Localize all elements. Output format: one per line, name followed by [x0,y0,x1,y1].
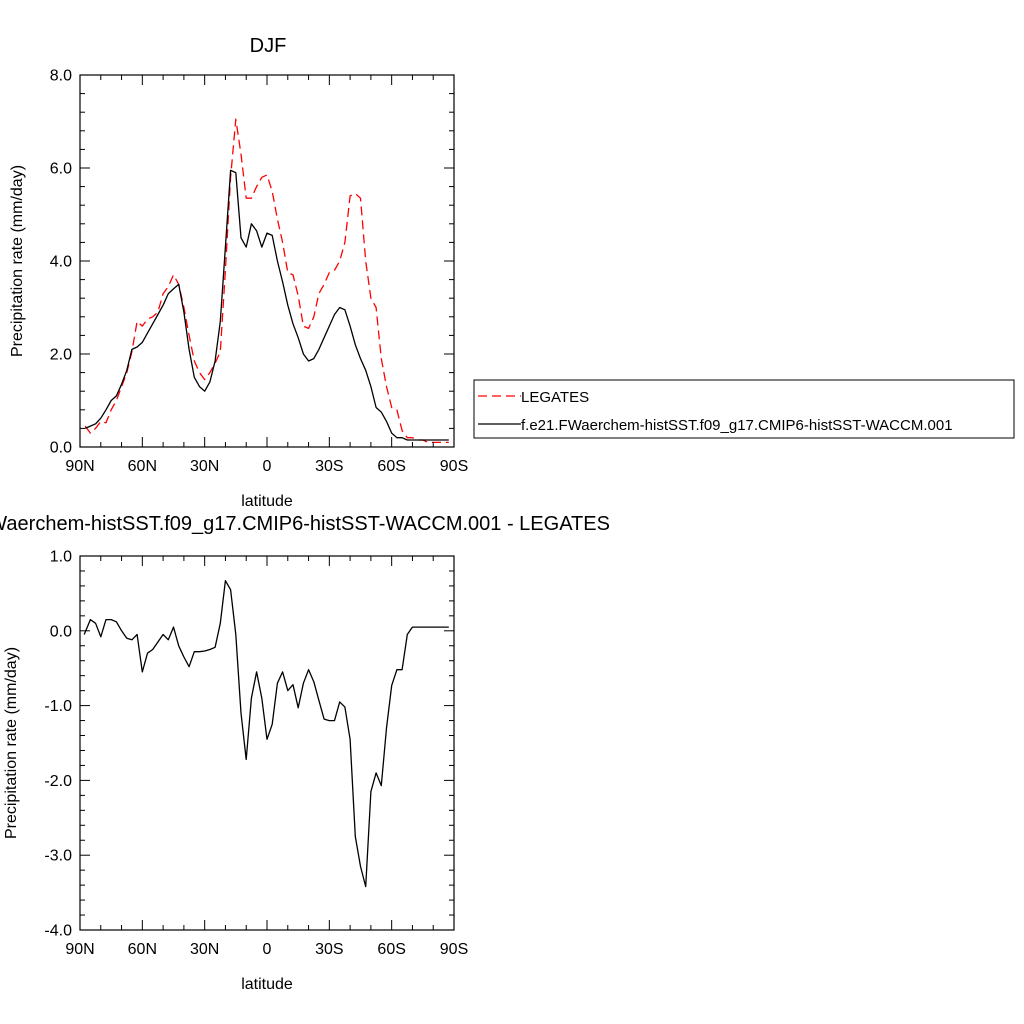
chart-panel-difference: f.e21.FWaerchem-histSST.f09_g17.CMIP6-hi… [0,513,610,993]
y-tick-label: -2.0 [44,773,72,790]
x-tick-label: 60S [377,941,405,958]
x-axis-label: latitude [241,493,293,510]
series-line-1 [83,580,449,888]
y-tick-label: -3.0 [44,848,72,865]
y-tick-label: -4.0 [44,923,72,940]
y-tick-label: -1.0 [44,698,72,715]
x-tick-label: 30S [315,458,343,475]
plot-area [84,118,449,444]
x-tick-label: 90N [65,458,94,475]
chart-title: f.e21.FWaerchem-histSST.f09_g17.CMIP6-hi… [0,513,610,535]
y-axis-label: Precipitation rate (mm/day) [3,647,20,839]
x-tick-label: 90N [65,941,94,958]
x-tick-label: 30N [190,458,219,475]
legend-box [473,379,1015,439]
chart-title: DJF [250,35,287,57]
series-line-1 [84,118,449,444]
chart-panel-climatology: DJF 90N 60N 30N 0 30S 60S 90S 0.0 2.0 4.0 6.0 8.0 l… [9,35,468,510]
plot-frame [79,555,455,931]
x-tick-label: 0 [263,941,272,958]
y-tick-label: 8.0 [50,68,72,85]
y-tick-label: 6.0 [50,161,72,178]
x-tick-label: 60N [128,458,157,475]
legend-label-legates: LEGATES [521,389,589,406]
x-tick-label: 90S [440,458,468,475]
y-axis-label: Precipitation rate (mm/day) [9,165,26,357]
x-tick-label: 60S [377,458,405,475]
plot-area [83,580,449,888]
legend-label-model: f.e21.FWaerchem-histSST.f09_g17.CMIP6-hi… [521,417,953,434]
y-tick-label: 4.0 [50,254,72,271]
y-tick-label: 2.0 [50,347,72,364]
x-tick-label: 0 [263,458,272,475]
y-tick-label: 1.0 [50,549,72,566]
x-axis-label: latitude [241,976,293,993]
plot-frame [79,74,455,448]
axis-ticks: 90N 60N 30N 0 30S 60S 90S 0.0 2.0 4.0 6.0 8.0 [50,68,468,476]
x-tick-label: 30N [190,941,219,958]
x-tick-label: 30S [315,941,343,958]
x-tick-label: 60N [128,941,157,958]
series-line-2 [84,169,449,441]
legend: LEGATES f.e21.FWaerchem-histSST.f09_g17.… [473,379,1015,439]
x-tick-label: 90S [440,941,468,958]
y-tick-label: 0.0 [50,440,72,457]
y-tick-label: 0.0 [50,623,72,640]
axis-ticks: 90N 60N 30N 0 30S 60S 90S -4.0 -3.0 -2.0 -1.0 0.0 1.… [44,549,468,959]
